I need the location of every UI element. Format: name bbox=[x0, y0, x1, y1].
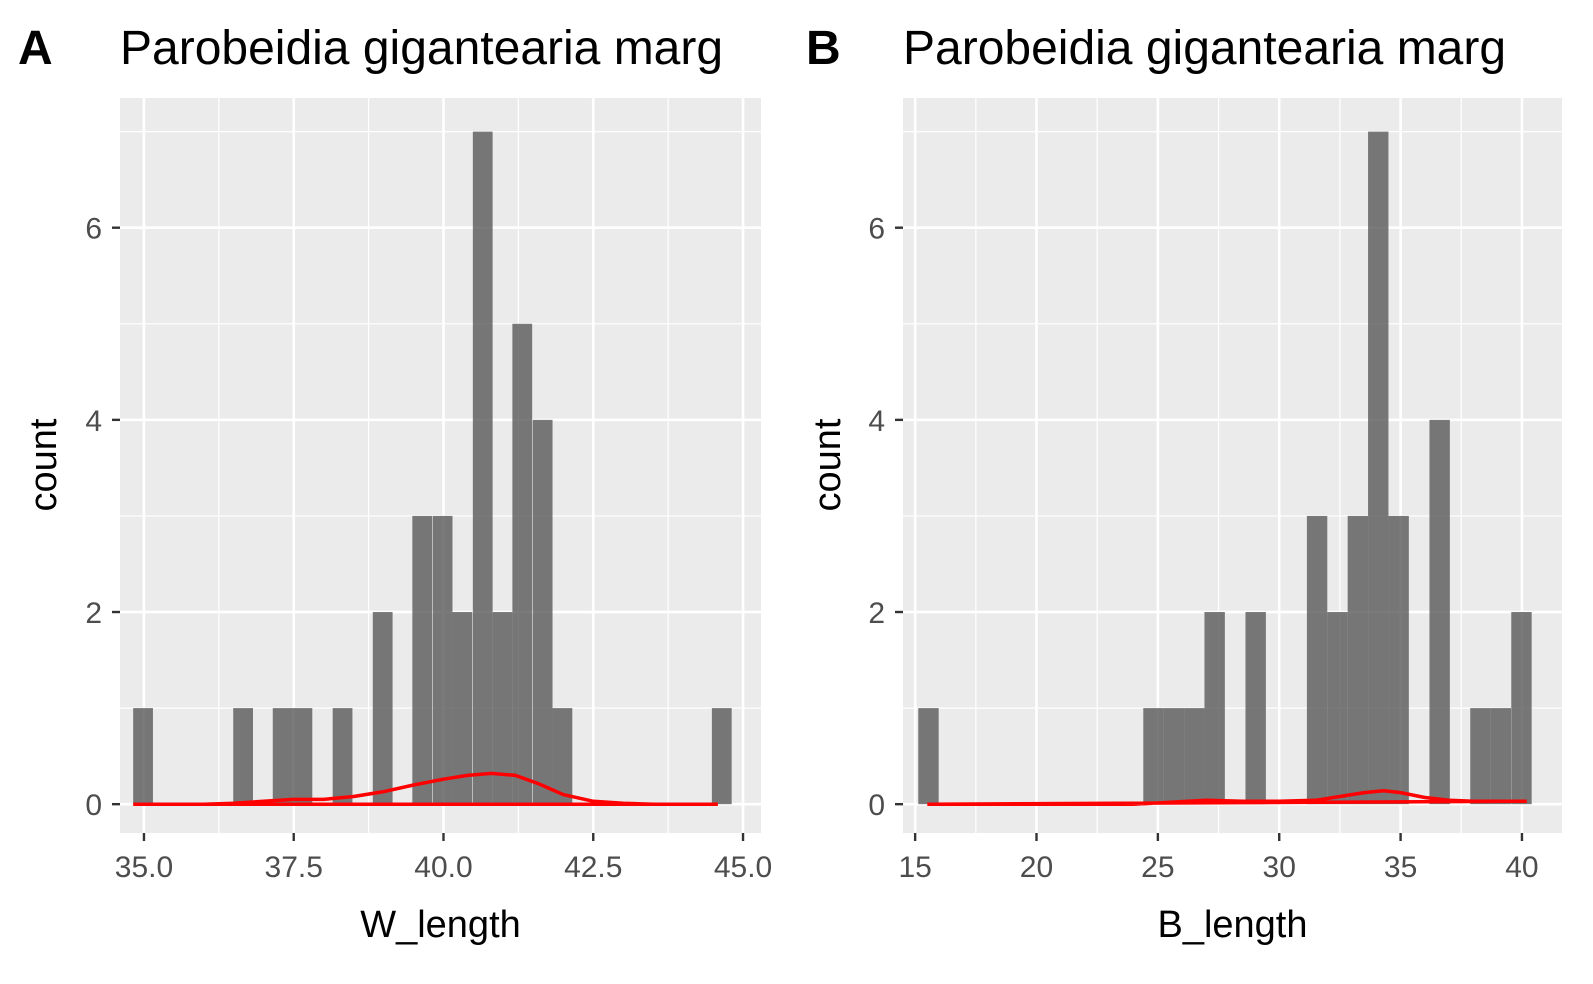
x-tick-label: 20 bbox=[1020, 851, 1053, 884]
panel-b-plot-background bbox=[903, 98, 1562, 833]
histogram-bar bbox=[918, 708, 939, 805]
panel-a-x-axis: 35.0 37.5 40.0 42.5 45.0 bbox=[115, 833, 772, 884]
histogram-bar bbox=[552, 708, 573, 805]
histogram-bar bbox=[1490, 708, 1512, 805]
panel-b: B Parobeidia gigantearia marg 15 20 25 30 35… bbox=[806, 22, 1562, 946]
histogram-bar bbox=[133, 708, 153, 805]
y-tick-label: 6 bbox=[85, 213, 102, 246]
x-tick-label: 15 bbox=[898, 851, 931, 884]
histogram-bar bbox=[512, 323, 533, 805]
histogram-bar bbox=[1429, 419, 1450, 805]
histogram-bar bbox=[1368, 131, 1389, 805]
panel-a-tag: A bbox=[18, 22, 53, 75]
histogram-bar bbox=[272, 708, 293, 805]
panel-a-title: Parobeidia gigantearia marg bbox=[120, 22, 723, 75]
y-tick-label: 6 bbox=[868, 213, 885, 246]
panel-a-density-curve bbox=[133, 771, 718, 806]
histogram-bar bbox=[532, 419, 553, 805]
histogram-bar bbox=[412, 515, 433, 805]
panel-b-bars bbox=[918, 131, 1532, 805]
panel-a: A Parobeidia gigantearia marg 35.0 37.5 40… bbox=[18, 22, 772, 946]
histogram-bar bbox=[1388, 515, 1409, 805]
panel-b-x-axis-title: B_length bbox=[1157, 904, 1307, 946]
histogram-bar bbox=[1470, 708, 1491, 805]
y-tick-label: 4 bbox=[868, 405, 885, 438]
panel-a-y-axis: 0 2 4 6 bbox=[85, 213, 120, 822]
histogram-bar bbox=[1327, 612, 1348, 805]
panel-a-bars bbox=[133, 131, 732, 805]
x-tick-label: 40.0 bbox=[414, 851, 472, 884]
y-tick-label: 2 bbox=[868, 597, 885, 630]
histogram-bar bbox=[1163, 708, 1185, 805]
histogram-bar bbox=[1306, 515, 1328, 805]
histogram-bar bbox=[372, 612, 393, 805]
panel-a-y-axis-title: count bbox=[23, 418, 65, 511]
panel-b-y-axis-title: count bbox=[807, 418, 849, 511]
x-tick-label: 40 bbox=[1505, 851, 1538, 884]
x-tick-label: 35 bbox=[1384, 851, 1417, 884]
x-tick-label: 30 bbox=[1263, 851, 1296, 884]
panel-b-tag: B bbox=[806, 22, 841, 75]
panel-b-density-curve bbox=[927, 788, 1527, 806]
x-tick-label: 37.5 bbox=[265, 851, 323, 884]
y-tick-label: 0 bbox=[868, 789, 885, 822]
histogram-bar bbox=[1347, 515, 1369, 805]
histogram-bar bbox=[452, 612, 473, 805]
panel-b-x-axis: 15 20 25 30 35 40 bbox=[898, 833, 1539, 884]
histogram-bar bbox=[472, 131, 493, 805]
histogram-bar bbox=[711, 708, 732, 805]
histogram-bar bbox=[432, 515, 453, 805]
histogram-bar bbox=[332, 708, 353, 805]
histogram-bar bbox=[492, 612, 513, 805]
histogram-bar bbox=[292, 708, 313, 805]
y-tick-label: 2 bbox=[85, 597, 102, 630]
histogram-bar bbox=[1143, 708, 1164, 805]
x-tick-label: 42.5 bbox=[564, 851, 622, 884]
x-tick-label: 25 bbox=[1141, 851, 1174, 884]
x-tick-label: 35.0 bbox=[115, 851, 173, 884]
x-tick-label: 45.0 bbox=[714, 851, 772, 884]
histogram-bar bbox=[1184, 708, 1205, 805]
histogram-bar bbox=[1204, 612, 1225, 805]
y-tick-label: 4 bbox=[85, 405, 102, 438]
histogram-bar bbox=[233, 708, 253, 805]
histogram-bar bbox=[1511, 612, 1532, 805]
panel-b-title: Parobeidia gigantearia marg bbox=[903, 22, 1506, 75]
histogram-bar bbox=[1245, 612, 1266, 805]
panel-b-y-axis: 0 2 4 6 bbox=[868, 213, 903, 822]
y-tick-label: 0 bbox=[85, 789, 102, 822]
panel-a-x-axis-title: W_length bbox=[360, 904, 521, 946]
